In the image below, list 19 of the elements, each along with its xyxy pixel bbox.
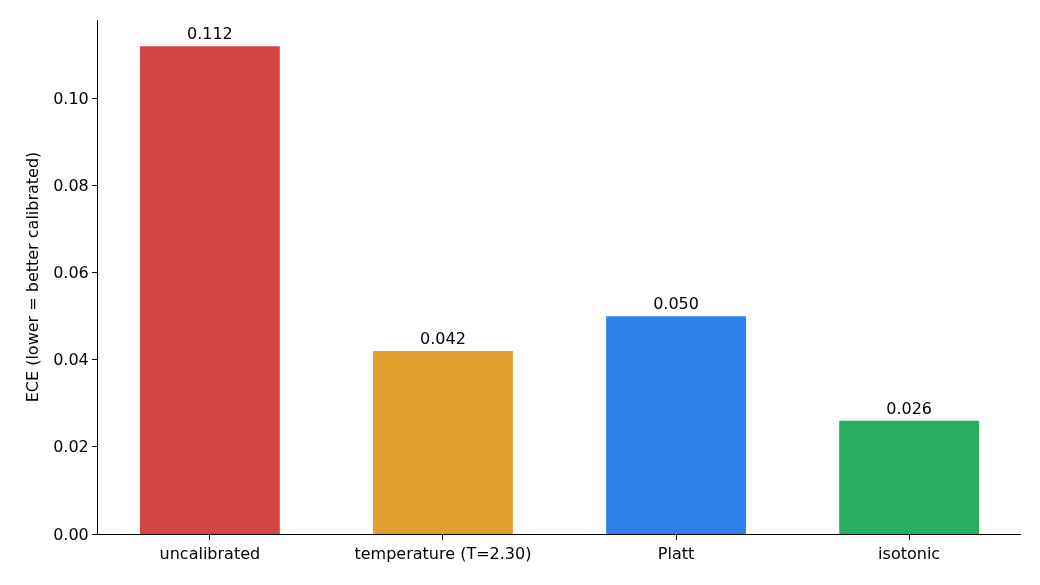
bar — [606, 316, 746, 534]
x-tick-label: temperature (T=2.30) — [354, 544, 532, 564]
bar — [139, 46, 280, 534]
y-tick-label: 0.08 — [53, 176, 89, 196]
bar — [839, 420, 980, 534]
data-label: 0.112 — [186, 24, 233, 44]
x-tick-label: uncalibrated — [159, 544, 261, 564]
y-tick-label: 0.06 — [53, 263, 89, 283]
data-label: 0.042 — [420, 329, 466, 349]
x-tick-label: isotonic — [878, 544, 941, 564]
bar — [373, 351, 513, 534]
x-tick-label: Platt — [657, 544, 695, 564]
y-axis-title: ECE (lower = better calibrated) — [23, 151, 43, 403]
data-label: 0.050 — [653, 294, 699, 314]
y-tick-label: 0.02 — [53, 437, 89, 457]
data-label: 0.026 — [886, 398, 933, 418]
y-tick-label: 0.04 — [53, 350, 89, 370]
y-tick-label: 0.10 — [53, 89, 89, 109]
y-tick-label: 0.00 — [53, 524, 89, 544]
